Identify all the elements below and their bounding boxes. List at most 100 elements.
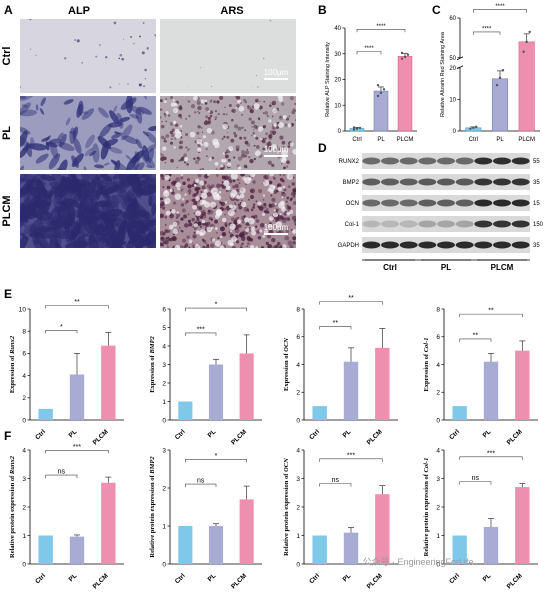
y-tick-label: 1 [436, 533, 440, 540]
significance-bracket [459, 313, 523, 318]
x-tick-label: Ctrl [174, 572, 187, 585]
data-point [469, 127, 472, 130]
band [418, 157, 437, 165]
x-tick-label: Ctrl [448, 428, 461, 441]
y-tick-label: 0 [162, 417, 166, 424]
y-tick-label: 2 [436, 504, 440, 511]
y-tick-label: 2 [22, 395, 26, 402]
band [399, 220, 418, 228]
bar-plcm [515, 487, 530, 564]
y-axis-label: Expression of Col-1 [423, 337, 430, 391]
y-tick-label: 10 [19, 306, 27, 313]
watermark-text: 公众号 · EngineeringForLife [362, 557, 473, 567]
panel-letter-b: B [318, 3, 327, 17]
y-axis-label-text: Expression of [149, 354, 156, 393]
alp-image-plcm [20, 174, 156, 248]
significance-bracket [356, 51, 382, 55]
y-axis-label: Relative protein expression of BMP2 [149, 456, 156, 558]
row-label-pl: PL [1, 126, 13, 140]
y-tick-label: 0 [296, 561, 300, 568]
blot-row-ocn: OCN 15 [346, 195, 540, 211]
y-tick-label: 0 [453, 129, 457, 135]
data-point [352, 126, 356, 129]
bar-pl [343, 532, 359, 564]
y-axis-label-text: Relative ALP Staining Intensity [325, 42, 331, 117]
chart-f4: 0 1 2 3 4 Relative protein expression of Col-… [423, 447, 538, 590]
blot-row-gapdh: GAPDH 35 [338, 237, 540, 253]
significance-label: ns [332, 477, 340, 484]
y-tick-label: 6 [436, 334, 440, 341]
bar-pl [69, 374, 85, 420]
x-tick-label: Ctrl [308, 428, 321, 441]
alp-image-pl [20, 96, 156, 170]
significance-bracket [319, 483, 352, 487]
band [455, 199, 474, 207]
chart-f2: 0 1 2 3 Relative protein expression of BMP2 C… [149, 447, 262, 590]
y-tick-label: 6 [162, 306, 166, 313]
y-axis-label-gene: Runx2 [9, 455, 16, 475]
kda-label: 35 [533, 180, 540, 186]
ars-image-pl: 100μm [160, 96, 296, 170]
significance-label: ns [58, 469, 66, 476]
band [511, 157, 530, 165]
significance-label: **** [376, 24, 386, 30]
ars-image-plcm: 100μm [160, 174, 296, 248]
band [511, 178, 530, 186]
significance-label: **** [482, 26, 492, 32]
significance-label: * [215, 302, 218, 309]
band [437, 199, 455, 207]
significance-label: ** [333, 320, 339, 327]
band [362, 241, 381, 249]
significance-bracket [459, 456, 523, 460]
significance-label: * [215, 453, 218, 460]
x-tick-label: PL [482, 572, 493, 583]
bar-ctrl [178, 526, 193, 564]
band [381, 241, 399, 249]
kda-label: 150 [533, 222, 544, 228]
significance-bracket [459, 338, 492, 342]
y-axis-label: Relative Alizarin Red Staining Area [440, 31, 446, 117]
y-tick-label: 0 [338, 129, 342, 135]
data-point [355, 127, 359, 130]
y-tick-label: 8 [436, 306, 440, 313]
band [381, 220, 399, 228]
x-tick-label: PL [496, 137, 504, 143]
y-tick-label: 0 [22, 417, 26, 424]
y-axis-label-text: Relative Alizarin Red Staining Area [440, 31, 446, 117]
data-point [403, 55, 407, 59]
chart-f1: 0 1 2 3 4 Relative protein expression of Runx… [9, 444, 124, 590]
x-tick-label: PLCM [518, 137, 535, 143]
x-tick-label: PLCM [92, 572, 110, 590]
y-tick-label: 2 [162, 380, 166, 387]
y-tick-label: 40 [334, 26, 341, 32]
y-axis-label-gene: OCN [283, 338, 290, 352]
chart-f3: 0 1 2 3 4 Relative protein expression of OCN C… [283, 447, 398, 590]
y-tick-label: 0 [436, 417, 440, 424]
kda-label: 35 [533, 243, 540, 249]
significance-bracket [45, 305, 109, 309]
y-tick-label: 4 [162, 343, 166, 350]
x-tick-label: PLCM [506, 572, 524, 590]
y-axis-label-gene: Runx2 [9, 335, 16, 355]
watermark: 公众号 · EngineeringForLife [362, 557, 473, 567]
band [437, 157, 455, 165]
panel-letters: A B C D E F [4, 3, 441, 443]
data-point [501, 69, 505, 72]
band [437, 178, 455, 186]
band [381, 199, 399, 207]
data-point [528, 30, 531, 34]
band [399, 241, 418, 249]
y-tick-label: 0 [436, 561, 440, 568]
bar-pl [208, 364, 224, 420]
significance-label: ** [488, 308, 494, 315]
significance-label: **** [495, 4, 505, 10]
y-axis-label-gene: OCN [283, 458, 290, 472]
y-tick-label: 2 [436, 390, 440, 397]
band [474, 178, 493, 186]
bar-pl [483, 526, 499, 564]
significance-label: **** [364, 46, 374, 52]
band [362, 178, 381, 186]
panel-letter-a: A [4, 3, 13, 17]
data-point [525, 40, 528, 44]
